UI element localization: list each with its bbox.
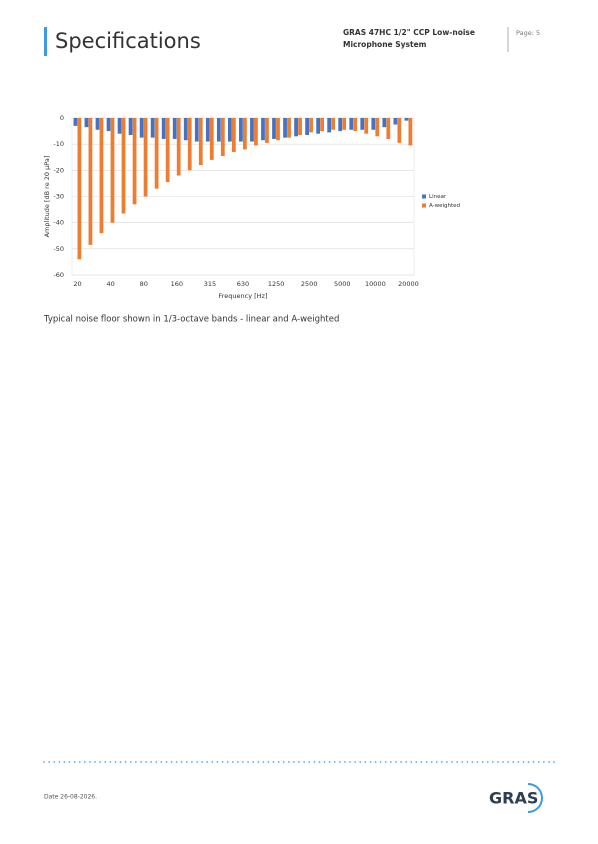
bar xyxy=(88,118,93,245)
x-tick-label: 2500 xyxy=(301,280,318,288)
logo-arc xyxy=(527,783,543,813)
x-tick-label: 40 xyxy=(106,280,114,288)
bar xyxy=(338,118,343,132)
logo: GRAS xyxy=(489,789,538,808)
bar xyxy=(243,118,247,150)
y-axis-title: Amplitude [dB re 20 µPa] xyxy=(43,156,51,238)
x-tick-label: 20 xyxy=(73,280,81,288)
bar xyxy=(261,118,265,141)
y-tick-label: -20 xyxy=(53,166,64,174)
bar xyxy=(265,118,269,143)
bar xyxy=(272,118,276,139)
bar xyxy=(110,118,115,223)
bar xyxy=(239,118,243,142)
bar xyxy=(73,118,78,126)
bar xyxy=(205,118,210,142)
y-tick-label: -40 xyxy=(53,219,64,227)
page-title: Specifications xyxy=(55,29,201,53)
bar xyxy=(320,118,324,132)
bar xyxy=(404,118,409,121)
bar xyxy=(397,118,402,143)
bar xyxy=(194,118,199,142)
bar xyxy=(287,118,291,138)
footer-date: Date 26-08-2026. xyxy=(44,794,97,801)
legend-swatch xyxy=(422,203,426,208)
bar xyxy=(106,118,111,132)
bar xyxy=(360,118,365,130)
bar xyxy=(99,118,104,234)
bar xyxy=(165,118,170,183)
bar xyxy=(298,118,302,136)
y-tick-label: -10 xyxy=(53,140,64,148)
bar xyxy=(364,118,369,134)
bar xyxy=(216,118,221,142)
x-axis-title: Frequency [Hz] xyxy=(218,292,267,300)
bar xyxy=(342,118,347,130)
bar xyxy=(132,118,137,205)
legend-label: Linear xyxy=(429,194,447,200)
y-tick-label: -50 xyxy=(53,245,64,253)
caption: Typical noise floor shown in 1/3-octave … xyxy=(43,315,339,325)
bar xyxy=(316,118,321,134)
bar xyxy=(254,118,258,146)
bar xyxy=(117,118,122,134)
x-tick-label: 80 xyxy=(140,280,148,288)
legend-swatch xyxy=(422,194,426,199)
x-tick-label: 1250 xyxy=(268,280,285,288)
x-tick-label: 630 xyxy=(237,280,249,288)
bar xyxy=(276,118,280,141)
bar xyxy=(161,118,166,139)
x-tick-label: 5000 xyxy=(334,280,351,288)
bar xyxy=(250,118,254,142)
bar xyxy=(84,118,89,128)
bar xyxy=(231,118,236,153)
bar xyxy=(143,118,148,197)
bar xyxy=(121,118,126,214)
bar xyxy=(139,118,144,138)
bar xyxy=(294,118,298,137)
bar xyxy=(209,118,214,160)
bar xyxy=(187,118,192,171)
y-tick-label: -60 xyxy=(53,271,64,279)
bar xyxy=(331,118,336,130)
bar xyxy=(220,118,225,156)
bar xyxy=(95,118,100,130)
x-tick-label: 160 xyxy=(171,280,183,288)
bar xyxy=(327,118,332,133)
bar xyxy=(198,118,203,166)
bar xyxy=(154,118,159,189)
bar xyxy=(408,118,413,146)
bar xyxy=(349,118,354,130)
bar xyxy=(183,118,188,141)
bar xyxy=(283,118,287,138)
page-number: Page: 5 xyxy=(516,29,540,37)
bar xyxy=(386,118,391,139)
bar xyxy=(172,118,177,139)
bar xyxy=(375,118,380,137)
y-tick-label: -30 xyxy=(53,193,64,201)
bar xyxy=(150,118,155,138)
bar xyxy=(176,118,181,176)
x-tick-label: 315 xyxy=(204,280,216,288)
title-accent xyxy=(44,27,47,56)
bar xyxy=(77,118,82,260)
y-tick-label: 0 xyxy=(60,114,64,122)
bar xyxy=(128,118,133,136)
bar xyxy=(371,118,376,130)
x-tick-label: 20000 xyxy=(398,280,419,288)
bar xyxy=(382,118,387,128)
product-name: GRAS 47HC 1/2" CCP Low-noise xyxy=(343,28,475,37)
bar xyxy=(353,118,358,132)
product-name: Microphone System xyxy=(343,40,427,49)
chart: -60 -50 -40 -30 -20 -10 0 20 40 80 160 315 630 1250 25… xyxy=(43,114,460,300)
bar xyxy=(309,118,313,133)
legend-label: A-weighted xyxy=(429,203,460,209)
bar xyxy=(393,118,398,125)
bar xyxy=(227,118,232,142)
x-tick-label: 10000 xyxy=(365,280,386,288)
bar xyxy=(305,118,309,136)
